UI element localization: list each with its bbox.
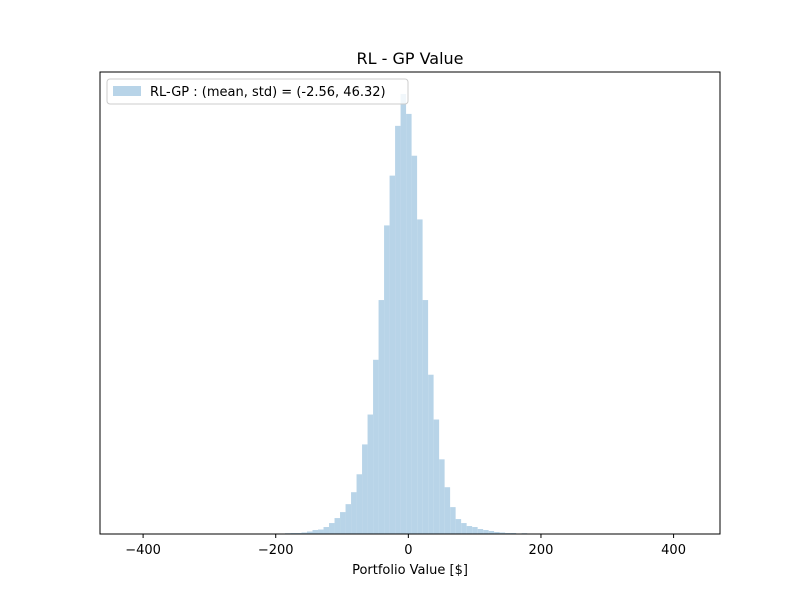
legend-swatch [113, 86, 141, 96]
histogram-bar [428, 374, 434, 534]
histogram-bar [356, 474, 363, 534]
histogram-bar [455, 519, 462, 534]
histogram-bar [362, 444, 368, 534]
histogram-bar [483, 530, 489, 534]
histogram-bar [384, 225, 390, 534]
legend-entry-label: RL-GP : (mean, std) = (-2.56, 46.32) [150, 85, 386, 100]
chart-title: RL - GP Value [356, 49, 463, 68]
histogram-bar [323, 527, 330, 534]
histogram-bar [488, 531, 495, 534]
histogram-bar [373, 359, 379, 534]
x-tick-label: 400 [661, 543, 686, 558]
histogram-bar [472, 527, 478, 534]
histogram-bar [351, 492, 357, 534]
x-axis-ticks: −400 −200 0 200 400 [125, 534, 686, 558]
histogram-bar [406, 113, 412, 534]
histogram-bar [312, 530, 319, 534]
histogram-bar [433, 419, 440, 534]
x-tick-label: 0 [404, 543, 412, 558]
histogram-bar [422, 300, 429, 534]
histogram-bar [367, 414, 374, 534]
histogram-bar [318, 529, 324, 534]
histogram-bar [411, 155, 418, 534]
histogram-bar [389, 175, 396, 534]
histogram-bar [439, 459, 445, 534]
histogram-bar [329, 523, 335, 534]
x-tick-label: 200 [529, 543, 554, 558]
x-tick-label: −200 [258, 543, 294, 558]
histogram-bar [417, 219, 423, 534]
histogram-bar [378, 300, 385, 534]
histogram-bar [340, 512, 346, 534]
histogram-bar [444, 487, 451, 534]
histogram-bar [400, 94, 407, 534]
histogram-bar [301, 532, 308, 534]
histogram-bar [461, 523, 467, 534]
legend-box [106, 78, 409, 105]
histogram-bar [450, 507, 456, 534]
histogram-bar [395, 125, 401, 535]
histogram-bar [307, 531, 313, 534]
legend: RL-GP : (mean, std) = (-2.56, 46.32) [106, 78, 409, 105]
histogram-bar [499, 532, 506, 534]
histogram-bar [345, 504, 352, 534]
histogram-bar [477, 529, 484, 534]
x-tick-label: −400 [125, 543, 161, 558]
histogram-bar [334, 518, 341, 534]
histogram-bar [466, 526, 473, 534]
histogram-bar [494, 532, 500, 534]
x-axis-label: Portfolio Value [$] [352, 563, 468, 578]
plot-frame [99, 71, 721, 535]
histogram-bars [119, 94, 649, 535]
